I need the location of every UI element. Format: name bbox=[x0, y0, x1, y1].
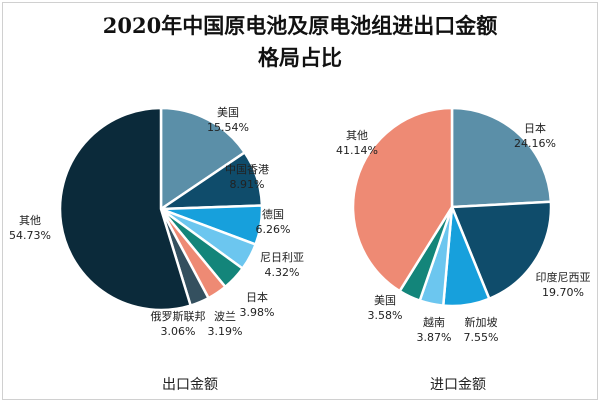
slice-name: 尼日利亚 bbox=[260, 251, 304, 264]
slice-value: 41.14% bbox=[336, 144, 378, 157]
slice-value: 6.26% bbox=[255, 223, 291, 236]
import-slice-other bbox=[351, 106, 454, 293]
slice-name: 印度尼西亚 bbox=[535, 271, 591, 284]
import-label-jp: 日本 24.16% bbox=[514, 121, 556, 151]
slice-name: 日本 bbox=[523, 122, 546, 135]
export-label-de: 德国 6.26% bbox=[256, 207, 291, 237]
import-slice-id bbox=[450, 200, 553, 301]
slice-value: 4.32% bbox=[264, 266, 300, 279]
slice-name: 美国 bbox=[216, 106, 239, 119]
chart-title-line1: 2020年中国原电池及原电池组进出口金额 bbox=[102, 13, 498, 38]
chart-title-line2: 格局占比 bbox=[258, 45, 342, 70]
slice-value: 15.54% bbox=[207, 121, 249, 134]
slice-name: 俄罗斯联邦 bbox=[150, 310, 206, 323]
slice-name: 日本 bbox=[245, 291, 268, 304]
import-label-vn: 越南 3.87% bbox=[417, 315, 452, 345]
export-label-other: 其他 54.73% bbox=[9, 213, 51, 243]
slice-value: 3.06% bbox=[160, 325, 196, 338]
slice-name: 德国 bbox=[261, 208, 284, 221]
export-label-us: 美国 15.54% bbox=[207, 105, 249, 135]
slice-value: 8.91% bbox=[229, 178, 265, 191]
import-slice-jp bbox=[450, 106, 553, 209]
export-label-ru: 俄罗斯联邦 3.06% bbox=[151, 309, 206, 339]
export-pie-title: 出口金额 bbox=[162, 377, 218, 393]
slice-name: 波兰 bbox=[213, 310, 236, 323]
slice-value: 3.19% bbox=[207, 325, 243, 338]
slice-value: 24.16% bbox=[514, 137, 556, 150]
import-label-sg: 新加坡 7.55% bbox=[464, 315, 499, 345]
slice-value: 3.58% bbox=[367, 309, 403, 322]
slice-value: 54.73% bbox=[9, 229, 51, 242]
slice-name: 中国香港 bbox=[225, 163, 269, 176]
slice-name: 其他 bbox=[345, 129, 368, 142]
export-slice-us bbox=[159, 106, 247, 212]
export-label-hk: 中国香港 8.91% bbox=[225, 162, 269, 192]
export-label-pl: 波兰 3.19% bbox=[208, 309, 243, 339]
slice-value: 19.70% bbox=[542, 286, 584, 299]
import-pie-title: 进口金额 bbox=[430, 377, 486, 393]
slice-name: 新加坡 bbox=[464, 316, 498, 329]
slice-value: 3.87% bbox=[416, 331, 452, 344]
export-slice-other bbox=[58, 106, 193, 312]
slice-name: 美国 bbox=[373, 294, 396, 307]
slice-name: 越南 bbox=[422, 316, 445, 329]
import-label-id: 印度尼西亚 19.70% bbox=[536, 270, 591, 300]
import-label-us: 美国 3.58% bbox=[368, 293, 403, 323]
export-label-jp: 日本 3.98% bbox=[240, 290, 275, 320]
slice-name: 其他 bbox=[18, 214, 41, 227]
slice-value: 7.55% bbox=[463, 331, 499, 344]
import-label-other: 其他 41.14% bbox=[336, 128, 378, 158]
export-label-ng: 尼日利亚 4.32% bbox=[260, 250, 304, 280]
slice-value: 3.98% bbox=[239, 306, 275, 319]
